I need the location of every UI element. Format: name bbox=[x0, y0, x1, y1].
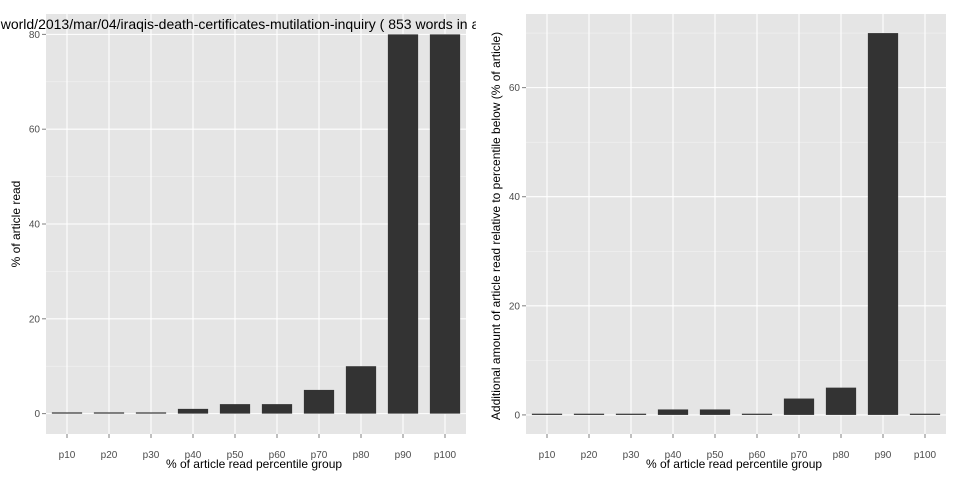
bar-p70 bbox=[783, 398, 815, 415]
y-tick-label: 20 bbox=[509, 301, 521, 312]
bar-p30 bbox=[615, 413, 647, 415]
bar-p90 bbox=[387, 34, 419, 414]
chart-panel-2: 0 20 40 60 p10 p20 p30 p40 p50 p60 p70 p80 p90 p100 % … bbox=[489, 14, 946, 471]
y-tick-label: 20 bbox=[29, 314, 41, 325]
bar-p80 bbox=[345, 366, 377, 414]
y-tick-label: 0 bbox=[34, 409, 40, 420]
y-axis-title: % of article read bbox=[9, 181, 23, 268]
bar-p10 bbox=[51, 412, 83, 414]
bar-p20 bbox=[93, 412, 125, 414]
y-tick-label: 80 bbox=[29, 30, 41, 41]
x-tick-label: p20 bbox=[581, 450, 598, 461]
x-tick-label: p50 bbox=[707, 450, 724, 461]
bar-p20 bbox=[573, 413, 605, 415]
bar-p60 bbox=[261, 404, 293, 414]
chart-title-group: world/2013/mar/04/iraqis-death-certifica… bbox=[0, 16, 479, 32]
x-tick-label: p20 bbox=[101, 450, 118, 461]
y-axis-title: Additional amount of article read relati… bbox=[489, 32, 503, 420]
bar-p40 bbox=[657, 409, 689, 415]
chart-title: world/2013/mar/04/iraqis-death-certifica… bbox=[0, 16, 479, 32]
x-tick-label: p70 bbox=[311, 450, 328, 461]
x-tick-label: p90 bbox=[395, 450, 412, 461]
y-tick-label: 40 bbox=[509, 192, 521, 203]
bar-p10 bbox=[531, 413, 563, 415]
x-tick-label: p30 bbox=[143, 450, 160, 461]
chart-panel-1: 0 20 40 60 80 p10 p20 p30 p40 p50 p60 p70 p80 p90 p100… bbox=[0, 14, 479, 471]
x-axis-title: % of article read percentile group bbox=[646, 457, 822, 471]
bar-p40 bbox=[177, 408, 209, 414]
bar-p50 bbox=[699, 409, 731, 415]
x-tick-label: p80 bbox=[833, 450, 850, 461]
bar-p80 bbox=[825, 387, 857, 415]
bar-p60 bbox=[741, 413, 773, 415]
x-tick-label: p100 bbox=[434, 450, 457, 461]
bar-p100 bbox=[429, 34, 461, 414]
x-tick-label: p80 bbox=[353, 450, 370, 461]
y-tick-label: 40 bbox=[29, 220, 41, 231]
y-tick-label: 0 bbox=[514, 410, 520, 421]
x-tick-label: p40 bbox=[185, 450, 202, 461]
x-tick-label: p90 bbox=[875, 450, 892, 461]
y-tick-label: 60 bbox=[509, 83, 521, 94]
x-tick-label: p70 bbox=[791, 450, 808, 461]
y-tick-label: 60 bbox=[29, 125, 41, 136]
bar-p70 bbox=[303, 389, 335, 414]
x-tick-label: p100 bbox=[914, 450, 937, 461]
bar-p90 bbox=[867, 33, 899, 415]
x-tick-label: p40 bbox=[665, 450, 682, 461]
x-tick-label: p10 bbox=[59, 450, 76, 461]
x-tick-label: p50 bbox=[227, 450, 244, 461]
x-tick-label: p10 bbox=[539, 450, 556, 461]
x-axis-title: % of article read percentile group bbox=[166, 457, 342, 471]
x-tick-label: p30 bbox=[623, 450, 640, 461]
bar-p50 bbox=[219, 404, 251, 414]
x-tick-label: p60 bbox=[749, 450, 766, 461]
bar-p30 bbox=[135, 412, 167, 414]
x-tick-label: p60 bbox=[269, 450, 286, 461]
bar-p100 bbox=[909, 413, 941, 415]
